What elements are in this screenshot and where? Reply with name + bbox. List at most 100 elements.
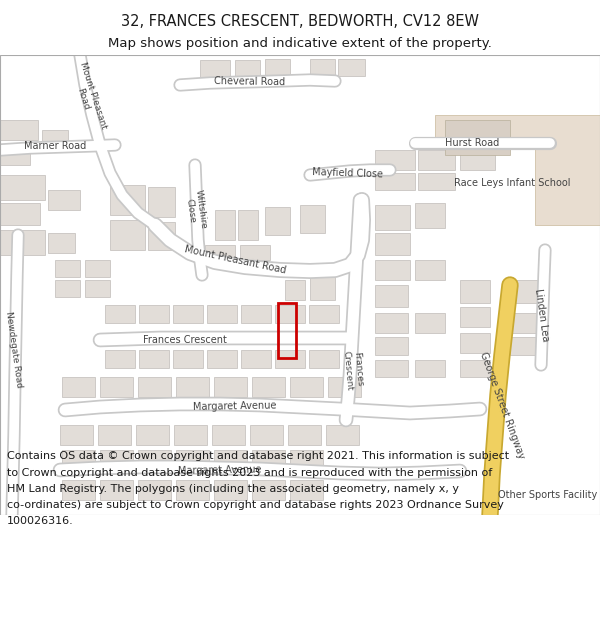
Polygon shape xyxy=(460,333,490,353)
Text: Other Sports Facility: Other Sports Facility xyxy=(499,490,598,500)
Text: co-ordinates) are subject to Crown copyright and database rights 2023 Ordnance S: co-ordinates) are subject to Crown copyr… xyxy=(7,500,504,510)
Polygon shape xyxy=(214,450,247,470)
Polygon shape xyxy=(300,205,325,233)
Polygon shape xyxy=(310,59,335,76)
Polygon shape xyxy=(138,377,171,397)
Text: Contains OS data © Crown copyright and database right 2021. This information is : Contains OS data © Crown copyright and d… xyxy=(7,451,509,461)
Polygon shape xyxy=(110,220,145,250)
Polygon shape xyxy=(100,480,133,500)
Polygon shape xyxy=(250,425,283,445)
Polygon shape xyxy=(252,450,285,470)
Text: Cheveral Road: Cheveral Road xyxy=(214,76,286,88)
Polygon shape xyxy=(338,59,365,76)
Polygon shape xyxy=(252,480,285,500)
Text: Margaret Avenue: Margaret Avenue xyxy=(193,400,277,412)
Polygon shape xyxy=(252,377,285,397)
Polygon shape xyxy=(62,377,95,397)
Polygon shape xyxy=(0,203,40,225)
Polygon shape xyxy=(510,337,540,355)
Polygon shape xyxy=(275,305,305,323)
Polygon shape xyxy=(105,305,135,323)
Text: Linden Lea: Linden Lea xyxy=(533,288,551,342)
Polygon shape xyxy=(42,130,68,147)
Text: 100026316.: 100026316. xyxy=(7,516,74,526)
Polygon shape xyxy=(48,190,80,210)
Text: Wiltshire
Close: Wiltshire Close xyxy=(184,189,208,231)
Polygon shape xyxy=(148,187,175,217)
Polygon shape xyxy=(445,139,510,155)
Polygon shape xyxy=(138,480,171,500)
Polygon shape xyxy=(510,280,540,303)
Polygon shape xyxy=(326,425,359,445)
Polygon shape xyxy=(241,305,271,323)
Polygon shape xyxy=(173,305,203,323)
Polygon shape xyxy=(290,377,323,397)
Polygon shape xyxy=(375,205,410,230)
Polygon shape xyxy=(309,350,339,368)
Polygon shape xyxy=(176,480,209,500)
Polygon shape xyxy=(173,350,203,368)
Polygon shape xyxy=(138,450,171,470)
Polygon shape xyxy=(375,313,408,333)
Polygon shape xyxy=(85,280,110,297)
Polygon shape xyxy=(375,360,408,377)
Text: Mount Pleasant Road: Mount Pleasant Road xyxy=(184,244,287,276)
Polygon shape xyxy=(215,210,235,240)
Polygon shape xyxy=(62,450,95,470)
Polygon shape xyxy=(460,150,495,170)
Polygon shape xyxy=(240,245,270,260)
Polygon shape xyxy=(85,260,110,277)
Bar xyxy=(278,303,296,358)
Polygon shape xyxy=(375,233,410,255)
Polygon shape xyxy=(235,60,260,77)
Polygon shape xyxy=(310,275,335,300)
Polygon shape xyxy=(0,230,45,255)
Polygon shape xyxy=(375,150,415,170)
Polygon shape xyxy=(176,450,209,470)
Polygon shape xyxy=(55,280,80,297)
Text: Race Leys Infant School: Race Leys Infant School xyxy=(454,178,570,188)
Text: Mayfield Close: Mayfield Close xyxy=(313,167,383,179)
Text: Marner Road: Marner Road xyxy=(24,141,86,151)
Text: HM Land Registry. The polygons (including the associated geometry, namely x, y: HM Land Registry. The polygons (includin… xyxy=(7,484,459,494)
Polygon shape xyxy=(375,173,415,190)
Polygon shape xyxy=(207,305,237,323)
Polygon shape xyxy=(288,425,321,445)
Polygon shape xyxy=(328,377,361,397)
Polygon shape xyxy=(60,425,93,445)
Polygon shape xyxy=(207,350,237,368)
Polygon shape xyxy=(445,120,510,137)
Text: Newdegate Road: Newdegate Road xyxy=(4,311,24,389)
Polygon shape xyxy=(418,173,455,190)
Polygon shape xyxy=(238,210,258,240)
Polygon shape xyxy=(309,305,339,323)
Text: George Street Ringway: George Street Ringway xyxy=(478,350,526,460)
Polygon shape xyxy=(415,260,445,280)
Polygon shape xyxy=(460,360,490,377)
Polygon shape xyxy=(110,185,145,215)
Polygon shape xyxy=(415,203,445,228)
Polygon shape xyxy=(290,480,323,500)
Polygon shape xyxy=(0,145,30,165)
Polygon shape xyxy=(136,425,169,445)
Polygon shape xyxy=(98,425,131,445)
Polygon shape xyxy=(285,280,305,300)
Polygon shape xyxy=(275,350,305,368)
Polygon shape xyxy=(460,280,490,303)
Text: Mount Pleasant
Road: Mount Pleasant Road xyxy=(68,61,108,133)
Polygon shape xyxy=(375,285,408,307)
Polygon shape xyxy=(375,260,410,280)
Polygon shape xyxy=(214,377,247,397)
Polygon shape xyxy=(48,233,75,253)
Polygon shape xyxy=(139,350,169,368)
Polygon shape xyxy=(148,222,175,250)
Polygon shape xyxy=(100,377,133,397)
Polygon shape xyxy=(176,377,209,397)
Polygon shape xyxy=(214,480,247,500)
Text: 32, FRANCES CRESCENT, BEDWORTH, CV12 8EW: 32, FRANCES CRESCENT, BEDWORTH, CV12 8EW xyxy=(121,14,479,29)
Text: Map shows position and indicative extent of the property.: Map shows position and indicative extent… xyxy=(108,38,492,50)
Polygon shape xyxy=(265,59,290,76)
Polygon shape xyxy=(460,307,490,327)
Polygon shape xyxy=(290,450,323,470)
Polygon shape xyxy=(212,425,245,445)
